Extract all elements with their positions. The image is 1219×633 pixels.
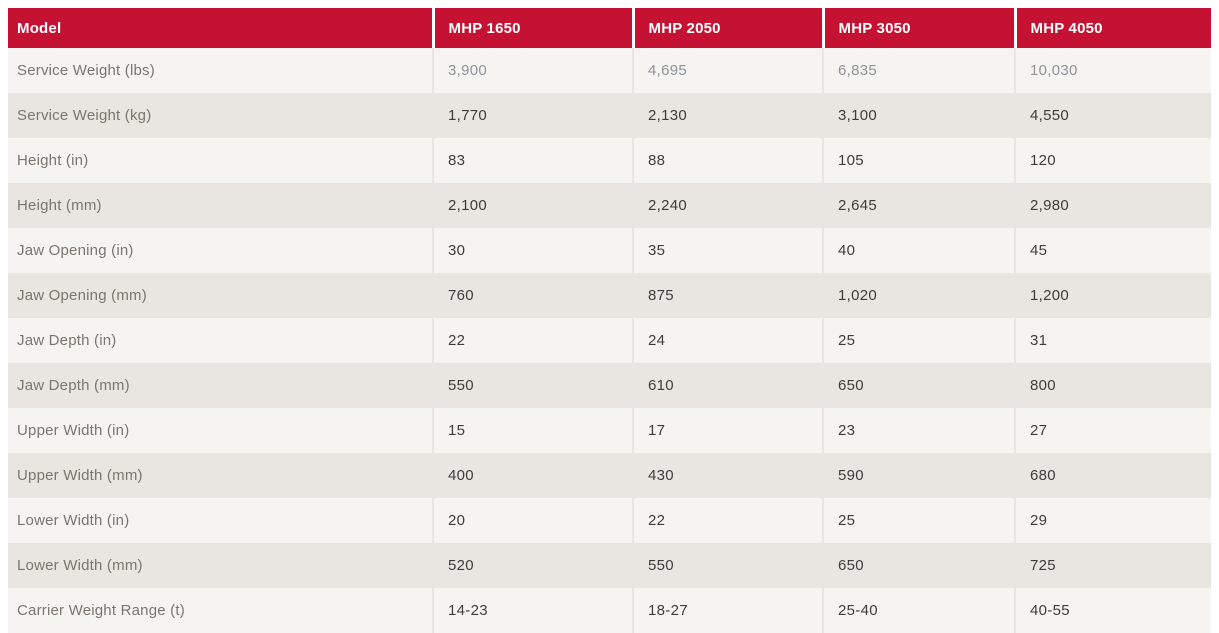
- table-row: Service Weight (lbs) 3,900 4,695 6,835 10,03…: [8, 48, 1211, 93]
- spec-table-container: Model MHP 1650 MHP 2050 MHP 3050 MHP 405…: [8, 8, 1211, 633]
- cell-value: 23: [822, 408, 1015, 453]
- spec-table-body: Service Weight (lbs) 3,900 4,695 6,835 10,03…: [8, 48, 1211, 633]
- cell-value: 400: [432, 453, 633, 498]
- cell-value: 3,100: [822, 93, 1015, 138]
- header-row: Model MHP 1650 MHP 2050 MHP 3050 MHP 405…: [8, 8, 1211, 48]
- row-label: Service Weight (kg): [17, 107, 152, 124]
- cell-value: 40-55: [1014, 588, 1211, 633]
- cell-value: 2,240: [632, 183, 823, 228]
- table-row: Jaw Depth (in) 22 24 25 31: [8, 318, 1211, 363]
- row-label: Jaw Depth (in): [17, 332, 117, 349]
- cell-value: 83: [432, 138, 633, 183]
- row-label: Upper Width (mm): [17, 467, 143, 484]
- row-label: Upper Width (in): [17, 422, 130, 439]
- header-cell-model: Model: [8, 8, 433, 48]
- cell-value: 18-27: [632, 588, 823, 633]
- cell-value: 45: [1014, 228, 1211, 273]
- cell-value: 27: [1014, 408, 1211, 453]
- cell-value: 14-23: [432, 588, 633, 633]
- cell-value: 15: [432, 408, 633, 453]
- cell-value: 725: [1014, 543, 1211, 588]
- header-cell-mhp-2050: MHP 2050: [631, 8, 823, 48]
- cell-value: 25: [822, 498, 1015, 543]
- cell-value: 650: [822, 363, 1015, 408]
- cell-value: 1,020: [822, 273, 1015, 318]
- table-row: Lower Width (mm) 520 550 650 725: [8, 543, 1211, 588]
- cell-value: 20: [432, 498, 633, 543]
- cell-value: 680: [1014, 453, 1211, 498]
- cell-value: 2,645: [822, 183, 1015, 228]
- table-row: Carrier Weight Range (t) 14-23 18-27 25-40 4…: [8, 588, 1211, 633]
- table-row: Height (mm) 2,100 2,240 2,645 2,980: [8, 183, 1211, 228]
- cell-value: 610: [632, 363, 823, 408]
- cell-value: 430: [632, 453, 823, 498]
- cell-value: 520: [432, 543, 633, 588]
- cell-value: 30: [432, 228, 633, 273]
- cell-value: 1,200: [1014, 273, 1211, 318]
- cell-value: 17: [632, 408, 823, 453]
- cell-value: 24: [632, 318, 823, 363]
- header-cell-mhp-3050: MHP 3050: [821, 8, 1015, 48]
- table-row: Upper Width (mm) 400 430 590 680: [8, 453, 1211, 498]
- table-row: Jaw Opening (mm) 760 875 1,020 1,200: [8, 273, 1211, 318]
- cell-value: 4,550: [1014, 93, 1211, 138]
- header-cell-mhp-1650: MHP 1650: [431, 8, 633, 48]
- cell-value: 88: [632, 138, 823, 183]
- cell-value: 650: [822, 543, 1015, 588]
- cell-value: 35: [632, 228, 823, 273]
- table-row: Jaw Depth (mm) 550 610 650 800: [8, 363, 1211, 408]
- cell-value: 3,900: [432, 48, 633, 93]
- cell-value: 2,100: [432, 183, 633, 228]
- spec-table: Model MHP 1650 MHP 2050 MHP 3050 MHP 405…: [8, 8, 1211, 633]
- cell-value: 4,695: [632, 48, 823, 93]
- spec-table-header: Model MHP 1650 MHP 2050 MHP 3050 MHP 405…: [8, 8, 1211, 48]
- cell-value: 6,835: [822, 48, 1015, 93]
- cell-value: 10,030: [1014, 48, 1211, 93]
- table-row: Jaw Opening (in) 30 35 40 45: [8, 228, 1211, 273]
- cell-value: 120: [1014, 138, 1211, 183]
- row-label: Service Weight (lbs): [17, 62, 155, 79]
- row-label: Jaw Opening (mm): [17, 287, 147, 304]
- row-label: Carrier Weight Range (t): [17, 602, 185, 619]
- row-label: Jaw Depth (mm): [17, 377, 130, 394]
- cell-value: 29: [1014, 498, 1211, 543]
- cell-value: 760: [432, 273, 633, 318]
- table-row: Upper Width (in) 15 17 23 27: [8, 408, 1211, 453]
- cell-value: 22: [432, 318, 633, 363]
- table-row: Service Weight (kg) 1,770 2,130 3,100 4,550: [8, 93, 1211, 138]
- cell-value: 40: [822, 228, 1015, 273]
- cell-value: 875: [632, 273, 823, 318]
- header-cell-mhp-4050: MHP 4050: [1013, 8, 1211, 48]
- table-row: Lower Width (in) 20 22 25 29: [8, 498, 1211, 543]
- cell-value: 22: [632, 498, 823, 543]
- row-label: Lower Width (in): [17, 512, 130, 529]
- cell-value: 2,130: [632, 93, 823, 138]
- cell-value: 550: [432, 363, 633, 408]
- cell-value: 105: [822, 138, 1015, 183]
- table-row: Height (in) 83 88 105 120: [8, 138, 1211, 183]
- row-label: Lower Width (mm): [17, 557, 143, 574]
- cell-value: 2,980: [1014, 183, 1211, 228]
- row-label: Height (mm): [17, 197, 102, 214]
- row-label: Jaw Opening (in): [17, 242, 134, 259]
- cell-value: 1,770: [432, 93, 633, 138]
- cell-value: 31: [1014, 318, 1211, 363]
- cell-value: 25-40: [822, 588, 1015, 633]
- cell-value: 590: [822, 453, 1015, 498]
- row-label: Height (in): [17, 152, 89, 169]
- cell-value: 800: [1014, 363, 1211, 408]
- cell-value: 25: [822, 318, 1015, 363]
- cell-value: 550: [632, 543, 823, 588]
